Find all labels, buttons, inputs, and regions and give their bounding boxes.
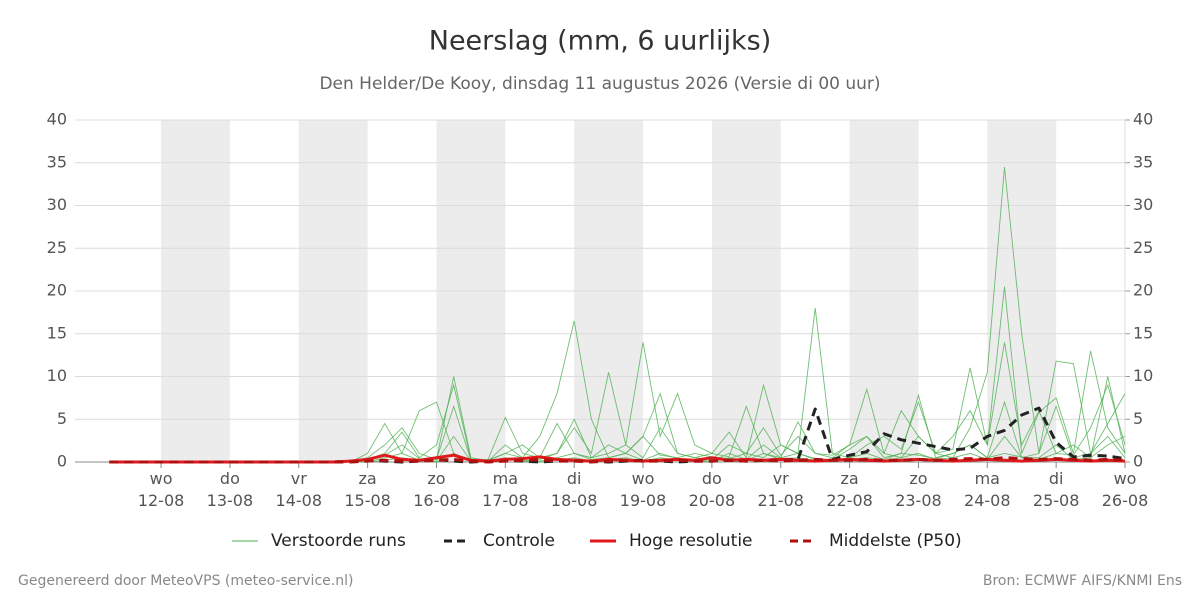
y-tick-label: 10: [47, 366, 67, 385]
y2-tick-label: 20: [1133, 281, 1153, 300]
x-tick-label: vr 21-08: [757, 469, 804, 510]
x-tick-label: ma 17-08: [482, 469, 529, 510]
x-tick-label: za 15-08: [344, 469, 391, 510]
y2-tick-label: 30: [1133, 195, 1153, 214]
x-tick-label: zo 16-08: [413, 469, 460, 510]
y-tick-label: 20: [47, 281, 67, 300]
footer-left: Gegenereerd door MeteoVPS (meteo-service…: [18, 573, 353, 589]
x-tick-label: za 22-08: [826, 469, 873, 510]
y2-tick-label: 10: [1133, 366, 1153, 385]
y2-tick-label: 35: [1133, 152, 1153, 171]
y-tick-label: 40: [47, 110, 67, 129]
x-tick-label: do 13-08: [206, 469, 254, 510]
y2-tick-label: 15: [1133, 323, 1153, 342]
y-tick-label: 25: [47, 238, 67, 257]
footer-right: Bron: ECMWF AIFS/KNMI Ens: [983, 573, 1182, 589]
y2-tick-label: 25: [1133, 238, 1153, 257]
y-tick-label: 5: [57, 409, 67, 428]
legend-label: Controle: [483, 531, 555, 551]
y-tick-label: 15: [47, 323, 67, 342]
x-tick-label: wo 19-08: [619, 469, 667, 510]
legend-label: Verstoorde runs: [271, 531, 406, 551]
x-tick-label: vr 14-08: [275, 469, 323, 510]
y2-tick-label: 0: [1133, 452, 1143, 471]
y2-tick-label: 40: [1133, 110, 1153, 129]
x-tick-label: zo 23-08: [895, 469, 942, 510]
chart-title: Neerslag (mm, 6 uurlijks): [429, 26, 771, 57]
x-tick-label: di 18-08: [550, 469, 598, 510]
x-tick-label: di 25-08: [1032, 469, 1080, 510]
y-tick-label: 35: [47, 152, 67, 171]
legend-label: Middelste (P50): [829, 531, 962, 551]
y2-tick-label: 5: [1133, 409, 1143, 428]
x-tick-label: do 20-08: [688, 469, 736, 510]
chart-subtitle: Den Helder/De Kooy, dinsdag 11 augustus …: [319, 74, 880, 94]
series-line: [109, 456, 1126, 464]
x-tick-label: ma 24-08: [964, 469, 1011, 510]
x-tick-label: wo 26-08: [1101, 469, 1149, 510]
legend-label: Hoge resolutie: [629, 531, 753, 551]
y-tick-label: 30: [47, 195, 67, 214]
x-tick-label: wo 12-08: [137, 469, 185, 510]
y-tick-label: 0: [57, 452, 67, 471]
